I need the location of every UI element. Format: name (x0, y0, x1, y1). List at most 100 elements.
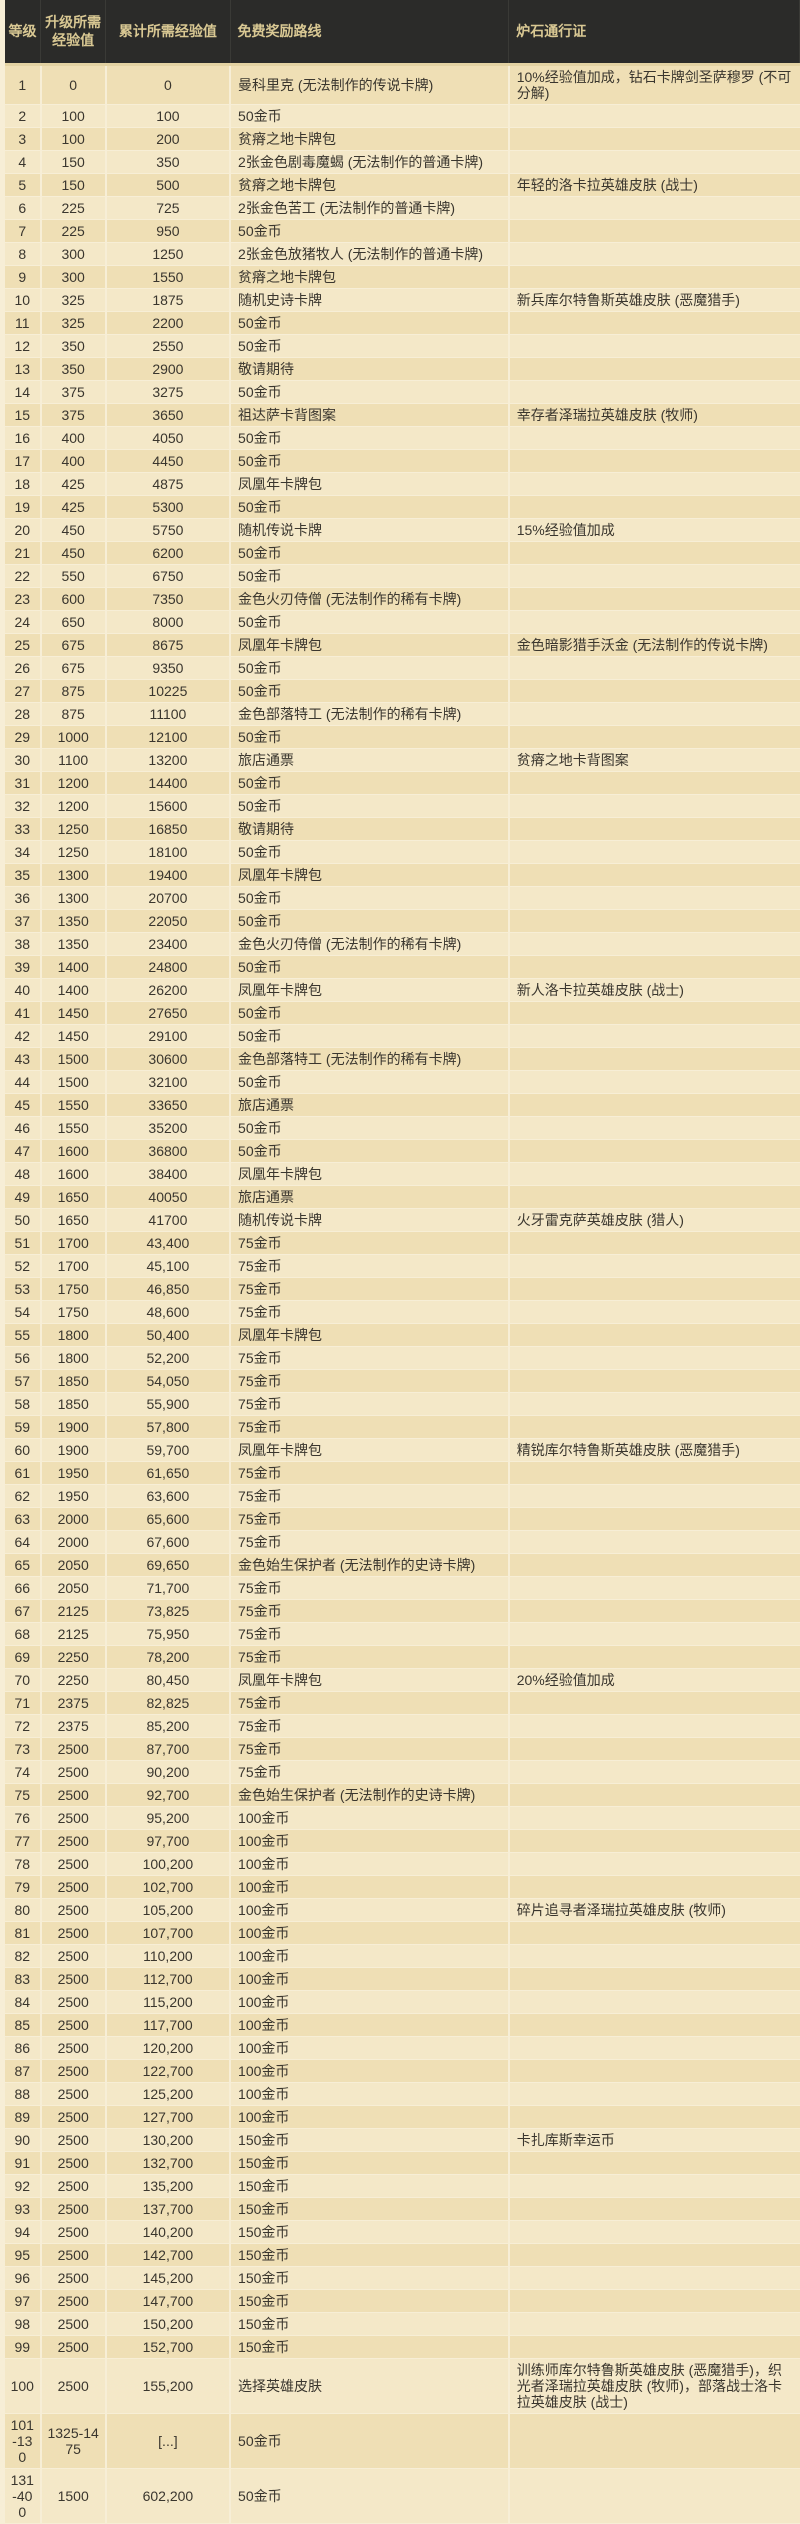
xp-to-level-cell: 2000 (40, 1530, 107, 1554)
level-cell: 98 (2, 2312, 42, 2336)
cumulative-xp-cell: 117,700 (105, 2013, 232, 2037)
level-cell: 42 (2, 1024, 42, 1048)
cumulative-xp-cell: 137,700 (105, 2197, 232, 2221)
cumulative-xp-cell: 10225 (105, 679, 232, 703)
level-cell: 80 (2, 1898, 42, 1922)
table-row: 16 400 4050 50金币 (2, 426, 800, 450)
cumulative-xp-cell: 48,600 (105, 1300, 232, 1324)
level-cell: 79 (2, 1875, 42, 1899)
level-cell: 64 (2, 1530, 42, 1554)
level-cell: 55 (2, 1323, 42, 1347)
header-row: 等级 升级所需经验值 累计所需经验值 免费奖励路线 炉石通行证 (2, 0, 800, 66)
table-row: 94 2500 140,200 150金币 (2, 2220, 800, 2244)
table-row: 13 350 2900 敬请期待 (2, 357, 800, 381)
tavern-pass-cell: 新人洛卡拉英雄皮肤 (战士) (508, 978, 800, 1002)
cumulative-xp-cell: 6750 (105, 564, 232, 588)
xp-to-level-cell: 1350 (40, 932, 107, 956)
tavern-pass-cell (508, 1254, 800, 1278)
xp-to-level-cell: 1650 (40, 1185, 107, 1209)
xp-to-level-cell: 1950 (40, 1484, 107, 1508)
xp-to-level-cell: 675 (40, 633, 107, 657)
level-cell: 72 (2, 1714, 42, 1738)
table-row: 43 1500 30600 金色部落特工 (无法制作的稀有卡牌) (2, 1047, 800, 1071)
xp-to-level-cell: 2050 (40, 1553, 107, 1577)
level-cell: 28 (2, 702, 42, 726)
cumulative-xp-cell: 120,200 (105, 2036, 232, 2060)
free-track-cell: 50金币 (230, 794, 510, 818)
xp-to-level-cell: 1800 (40, 1346, 107, 1370)
free-track-cell: 50金币 (230, 610, 510, 634)
cumulative-xp-cell: 90,200 (105, 1760, 232, 1784)
level-cell: 81 (2, 1921, 42, 1945)
xp-to-level-cell: 2000 (40, 1507, 107, 1531)
free-track-cell: 100金币 (230, 2036, 510, 2060)
free-track-cell: 150金币 (230, 2128, 510, 2152)
tavern-pass-cell (508, 426, 800, 450)
free-track-cell: 100金币 (230, 1806, 510, 1830)
tavern-pass-cell (508, 2312, 800, 2336)
cumulative-xp-cell: 78,200 (105, 1645, 232, 1669)
table-row: 27 875 10225 50金币 (2, 679, 800, 703)
free-track-cell: 50金币 (230, 311, 510, 335)
xp-to-level-cell: 2500 (40, 1783, 107, 1807)
cumulative-xp-cell: 54,050 (105, 1369, 232, 1393)
free-track-cell: 50金币 (230, 909, 510, 933)
free-track-cell: 金色火刃侍僧 (无法制作的稀有卡牌) (230, 587, 510, 611)
xp-to-level-cell: 2375 (40, 1714, 107, 1738)
level-cell: 82 (2, 1944, 42, 1968)
table-row: 79 2500 102,700 100金币 (2, 1875, 800, 1899)
table-row: 21 450 6200 50金币 (2, 541, 800, 565)
free-track-cell: 150金币 (230, 2312, 510, 2336)
free-track-cell: 75金币 (230, 1231, 510, 1255)
cumulative-xp-cell: 55,900 (105, 1392, 232, 1416)
tavern-pass-cell (508, 495, 800, 519)
xp-to-level-cell: 600 (40, 587, 107, 611)
level-cell: 45 (2, 1093, 42, 1117)
level-cell: 53 (2, 1277, 42, 1301)
cumulative-xp-cell: 602,200 (105, 2468, 232, 2524)
xp-to-level-cell: 2500 (40, 2128, 107, 2152)
tavern-pass-cell (508, 196, 800, 220)
free-track-cell: 50金币 (230, 1070, 510, 1094)
free-track-cell: 100金币 (230, 2082, 510, 2106)
level-cell: 46 (2, 1116, 42, 1140)
tavern-pass-cell (508, 725, 800, 749)
xp-to-level-cell: 1100 (40, 748, 107, 772)
cumulative-xp-cell: 9350 (105, 656, 232, 680)
table-row: 95 2500 142,700 150金币 (2, 2243, 800, 2267)
tavern-pass-cell: 20%经验值加成 (508, 1668, 800, 1692)
tavern-pass-cell (508, 1967, 800, 1991)
free-track-cell: 75金币 (230, 1484, 510, 1508)
table-row: 52 1700 45,100 75金币 (2, 1254, 800, 1278)
table-row: 66 2050 71,700 75金币 (2, 1576, 800, 1600)
level-cell: 44 (2, 1070, 42, 1094)
xp-to-level-cell: 375 (40, 403, 107, 427)
tavern-pass-cell: 碎片追寻者泽瑞拉英雄皮肤 (牧师) (508, 1898, 800, 1922)
xp-to-level-cell: 1300 (40, 886, 107, 910)
cumulative-xp-cell: 20700 (105, 886, 232, 910)
cumulative-xp-cell: 92,700 (105, 1783, 232, 1807)
free-track-cell: 金色始生保护者 (无法制作的史诗卡牌) (230, 1553, 510, 1577)
level-cell: 85 (2, 2013, 42, 2037)
free-track-cell: 50金币 (230, 679, 510, 703)
tavern-pass-cell: 15%经验值加成 (508, 518, 800, 542)
xp-to-level-cell: 550 (40, 564, 107, 588)
level-cell: 39 (2, 955, 42, 979)
level-cell: 19 (2, 495, 42, 519)
table-row: 14 375 3275 50金币 (2, 380, 800, 404)
xp-to-level-cell: 2500 (40, 1944, 107, 1968)
xp-to-level-cell: 1400 (40, 978, 107, 1002)
header-xp-to-level: 升级所需经验值 (40, 0, 107, 66)
tavern-pass-cell (508, 863, 800, 887)
cumulative-xp-cell: 82,825 (105, 1691, 232, 1715)
cumulative-xp-cell: 45,100 (105, 1254, 232, 1278)
xp-to-level-cell: 1650 (40, 1208, 107, 1232)
tavern-pass-cell: 火牙雷克萨英雄皮肤 (猎人) (508, 1208, 800, 1232)
xp-to-level-cell: 1900 (40, 1415, 107, 1439)
free-track-cell: 2张金色放猪牧人 (无法制作的普通卡牌) (230, 242, 510, 266)
level-cell: 2 (2, 104, 42, 128)
free-track-cell: 50金币 (230, 219, 510, 243)
xp-to-level-cell: 2500 (40, 2059, 107, 2083)
level-cell: 25 (2, 633, 42, 657)
cumulative-xp-cell: 29100 (105, 1024, 232, 1048)
